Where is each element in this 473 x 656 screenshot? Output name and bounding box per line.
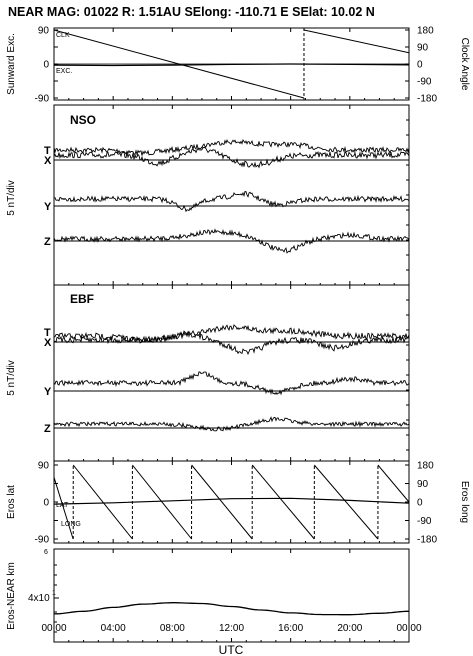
y-tick-label-right: -90 <box>417 77 432 88</box>
eros-long-segment <box>191 464 253 540</box>
eros-lat-label: Eros lat <box>6 485 17 519</box>
y-tick-label-left: 90 <box>38 461 50 472</box>
nso-y-trace <box>54 190 410 213</box>
y-tick-exponent: 1 <box>52 590 56 597</box>
y-tick-label: 4x10 <box>28 593 50 604</box>
y-tick-label-left: 0 <box>43 60 49 71</box>
y-tick-label-right: 90 <box>417 43 429 54</box>
y-tick-label-right: -90 <box>417 516 432 527</box>
nso-z-trace <box>53 228 410 254</box>
eros-long-segment <box>313 464 379 540</box>
eros-lat-line <box>53 497 410 505</box>
eros-near-km-label: Eros-NEAR km <box>6 562 17 630</box>
dynamic-marks: 00:00 04:00 08:00 12:00 16:00 20:00 00:00 90 0 -9… <box>28 26 437 642</box>
y-tick-label-right: 0 <box>417 498 423 509</box>
y-tick-label-right: 0 <box>417 60 423 71</box>
x-tick-label: 16:00 <box>278 623 303 634</box>
clock-angle-line-2 <box>303 29 410 54</box>
nso-t-trace <box>53 138 410 157</box>
y-tick-label-right: 180 <box>417 461 434 472</box>
sunward-exc-label: Sunward Exc. <box>6 33 17 95</box>
component-label-x: X <box>44 155 52 167</box>
component-label-t: T <box>44 327 51 339</box>
x-tick-label: 08:00 <box>160 623 185 634</box>
eros-long-segment <box>377 464 410 503</box>
eros-long-label: Eros long <box>459 481 470 523</box>
ebf-t-trace <box>53 324 410 343</box>
eros-near-range-line <box>53 602 409 616</box>
y-tick-label-right: -180 <box>417 535 437 546</box>
clock-angle-label: Clock Angle <box>459 38 470 91</box>
x-tick-label: 12:00 <box>219 623 244 634</box>
panel-eros-lat-long <box>53 460 410 544</box>
component-label-y: Y <box>44 386 52 398</box>
long-series-label: LONG <box>61 521 81 528</box>
ebf-y-trace <box>53 371 410 396</box>
eros-long-segment <box>72 464 133 540</box>
x-tick-label: 20:00 <box>337 623 362 634</box>
y-tick-label-left: -90 <box>35 535 50 546</box>
x-tick-label: 00:00 <box>396 623 421 634</box>
y-tick-label-right: 180 <box>417 26 434 37</box>
ebf-ylabel: 5 nT/div <box>6 360 17 396</box>
y-tick-label-upper: 6 <box>44 549 48 556</box>
panel-ebf <box>53 284 410 462</box>
panel-nso <box>53 104 410 286</box>
ebf-panel-name: EBF <box>70 292 94 306</box>
x-tick-label: 04:00 <box>101 623 126 634</box>
nso-ylabel: 5 nT/div <box>6 180 17 216</box>
y-tick-label-right: -180 <box>417 94 437 105</box>
component-label-x: X <box>44 337 52 349</box>
nso-panel-name: NSO <box>70 113 96 127</box>
y-tick-label-left: 90 <box>38 26 50 37</box>
eros-long-segment <box>132 464 192 540</box>
lat-series-label: LAT <box>56 502 69 509</box>
clk-series-label: CLK <box>56 32 70 39</box>
ebf-x-trace <box>53 330 410 356</box>
y-tick-label-right: 90 <box>417 479 429 490</box>
y-tick-label-left: 0 <box>43 498 49 509</box>
clock-angle-line-1 <box>53 29 305 99</box>
nso-x-trace <box>53 146 410 169</box>
component-label-y: Y <box>44 201 52 213</box>
y-tick-label-left: -90 <box>35 94 50 105</box>
x-axis-label: UTC <box>219 643 244 656</box>
sunward-exc-line <box>53 63 410 67</box>
figure-title: NEAR MAG: 01022 R: 1.51AU SElong: -110.7… <box>8 5 375 19</box>
ebf-z-trace <box>53 416 410 432</box>
component-label-t: T <box>44 145 51 157</box>
component-label-z: Z <box>44 236 51 248</box>
component-label-z: Z <box>44 423 51 435</box>
exc-series-label: EXC. <box>56 68 72 75</box>
eros-long-segment <box>251 464 315 540</box>
x-tick-label: 00:00 <box>41 623 66 634</box>
eros-long-segment <box>53 477 74 540</box>
